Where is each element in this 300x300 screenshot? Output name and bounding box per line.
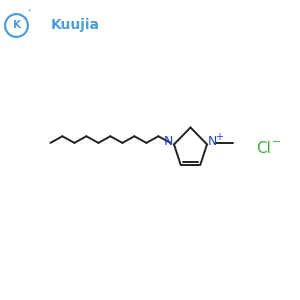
Text: −: −	[272, 137, 281, 147]
Text: N: N	[208, 136, 218, 148]
Text: °: °	[27, 11, 31, 16]
Text: Cl: Cl	[256, 141, 272, 156]
Text: N: N	[164, 136, 173, 148]
Text: +: +	[215, 132, 223, 142]
Text: Kuujia: Kuujia	[51, 19, 100, 32]
Text: K: K	[13, 20, 20, 31]
